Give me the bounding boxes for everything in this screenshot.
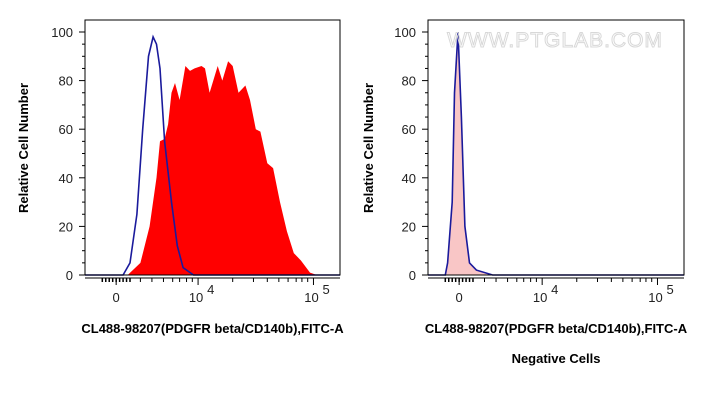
plot-frame: [427, 19, 685, 276]
y-tick-label: 80: [59, 74, 73, 89]
series-fill-1: [127, 61, 317, 276]
y-tick-label: 0: [66, 268, 73, 283]
x-tick-exponent: 4: [207, 282, 214, 297]
y-tick-label: 100: [51, 25, 73, 40]
y-axis-label: Relative Cell Number: [361, 83, 376, 213]
histogram-panel-2: 0 20 40 60 80 100 0 10 4 10 5 CL488-98207(PDGFR bet…: [361, 19, 688, 366]
x-tick-label: 10: [304, 290, 318, 305]
series-line-2: [85, 34, 340, 276]
histogram-panel-1: 0 20 40 60 80 100 0 10 4 10 5 CL488-98207(PDGFR bet…: [16, 19, 344, 336]
y-tick-label: 20: [59, 219, 73, 234]
x-tick-exponent: 5: [666, 282, 673, 297]
y-tick-label: 80: [402, 74, 416, 89]
x-tick-exponent: 5: [322, 282, 329, 297]
panel-subtitle: Negative Cells: [512, 351, 601, 366]
x-tick-exponent: 4: [551, 282, 558, 297]
watermark: WWW.PTGLAB.COM: [447, 29, 663, 52]
y-tick-label: 40: [59, 171, 73, 186]
x-tick-label: 10: [189, 290, 203, 305]
y-axis-label: Relative Cell Number: [16, 83, 31, 213]
x-axis-label: CL488-98207(PDGFR beta/CD140b),FITC-A: [81, 321, 344, 336]
x-tick-label: 0: [113, 290, 120, 305]
y-tick-label: 0: [409, 268, 416, 283]
plot-frame: [84, 19, 341, 276]
y-tick-label: 100: [394, 25, 416, 40]
x-axis-label: CL488-98207(PDGFR beta/CD140b),FITC-A: [425, 321, 688, 336]
y-tick-label: 60: [402, 122, 416, 137]
y-tick-label: 60: [59, 122, 73, 137]
series-line-1: [428, 31, 684, 276]
y-tick-label: 20: [402, 219, 416, 234]
x-tick-label: 10: [648, 290, 662, 305]
x-tick-label: 10: [533, 290, 547, 305]
y-tick-label: 40: [402, 171, 416, 186]
series-fill-1: [428, 32, 684, 275]
x-tick-label: 0: [456, 290, 463, 305]
